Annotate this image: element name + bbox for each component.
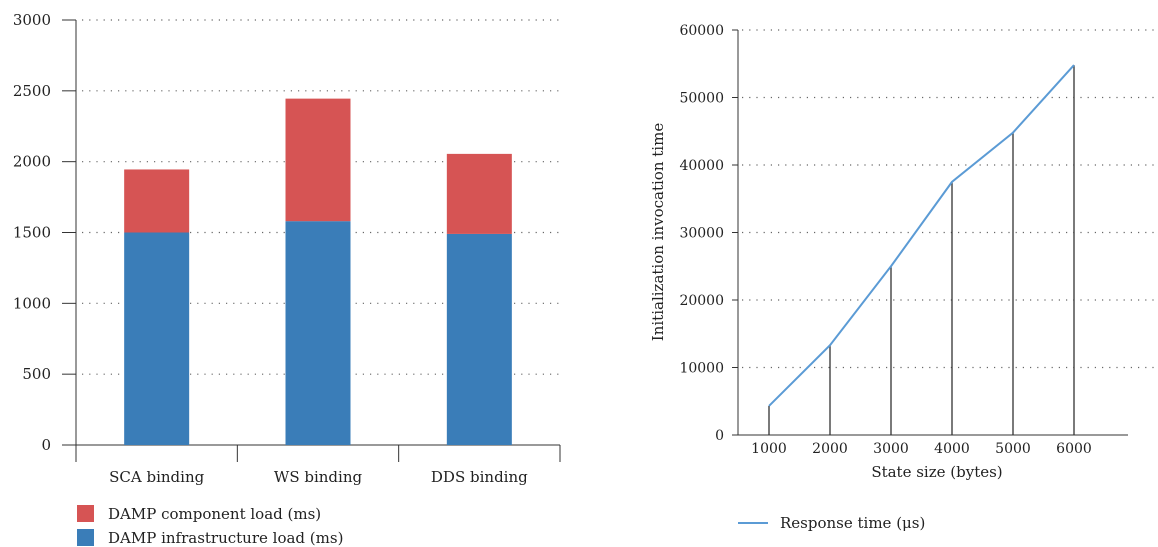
- y-tick-label: 50000: [679, 91, 724, 107]
- x-tick-label: 6000: [1056, 441, 1092, 457]
- x-tick-label: 2000: [812, 441, 848, 457]
- x-tick-label: 1000: [751, 441, 787, 457]
- y-tick-label: 30000: [679, 226, 724, 242]
- legend-label: DAMP infrastructure load (ms): [108, 529, 343, 547]
- bar-chart: 0 500 1000 1500 2000 2500 3000 SCA binding WS bi…: [13, 11, 561, 547]
- y-tick-label: 60000: [679, 23, 724, 39]
- x-tick-label: SCA binding: [109, 468, 204, 486]
- y-tick-label: 1000: [13, 294, 51, 312]
- line-chart: 0 10000 20000 30000 40000 50000 60000 1000 2000 3…: [649, 23, 1158, 532]
- y-tick-label: 3000: [13, 11, 51, 29]
- y-tick-label: 500: [22, 365, 51, 383]
- legend-swatch: [77, 529, 94, 546]
- y-axis-label: Initialization invocation time: [649, 123, 667, 342]
- x-axis-label: State size (bytes): [871, 463, 1002, 481]
- x-tick-label: WS binding: [274, 468, 363, 486]
- y-tick-label: 0: [41, 436, 51, 454]
- y-tick-label: 2500: [13, 82, 51, 100]
- y-tick-label: 40000: [679, 158, 724, 174]
- x-tick-label: 3000: [873, 441, 909, 457]
- bar: [124, 169, 190, 233]
- y-tick-label: 20000: [679, 293, 724, 309]
- bar: [446, 233, 512, 445]
- bar: [285, 221, 351, 445]
- bar: [285, 98, 351, 222]
- legend-swatch: [77, 505, 94, 522]
- bar: [124, 232, 190, 445]
- bar: [446, 153, 512, 234]
- series-line: [768, 64, 1075, 407]
- y-tick-label: 1500: [13, 224, 51, 242]
- legend-label: Response time (μs): [780, 514, 925, 532]
- x-tick-label: DDS binding: [431, 468, 528, 486]
- y-tick-label: 0: [715, 428, 724, 444]
- y-tick-label: 10000: [679, 361, 724, 377]
- legend-label: DAMP component load (ms): [108, 505, 321, 523]
- y-tick-label: 2000: [13, 153, 51, 171]
- x-tick-label: 4000: [934, 441, 970, 457]
- x-tick-label: 5000: [995, 441, 1031, 457]
